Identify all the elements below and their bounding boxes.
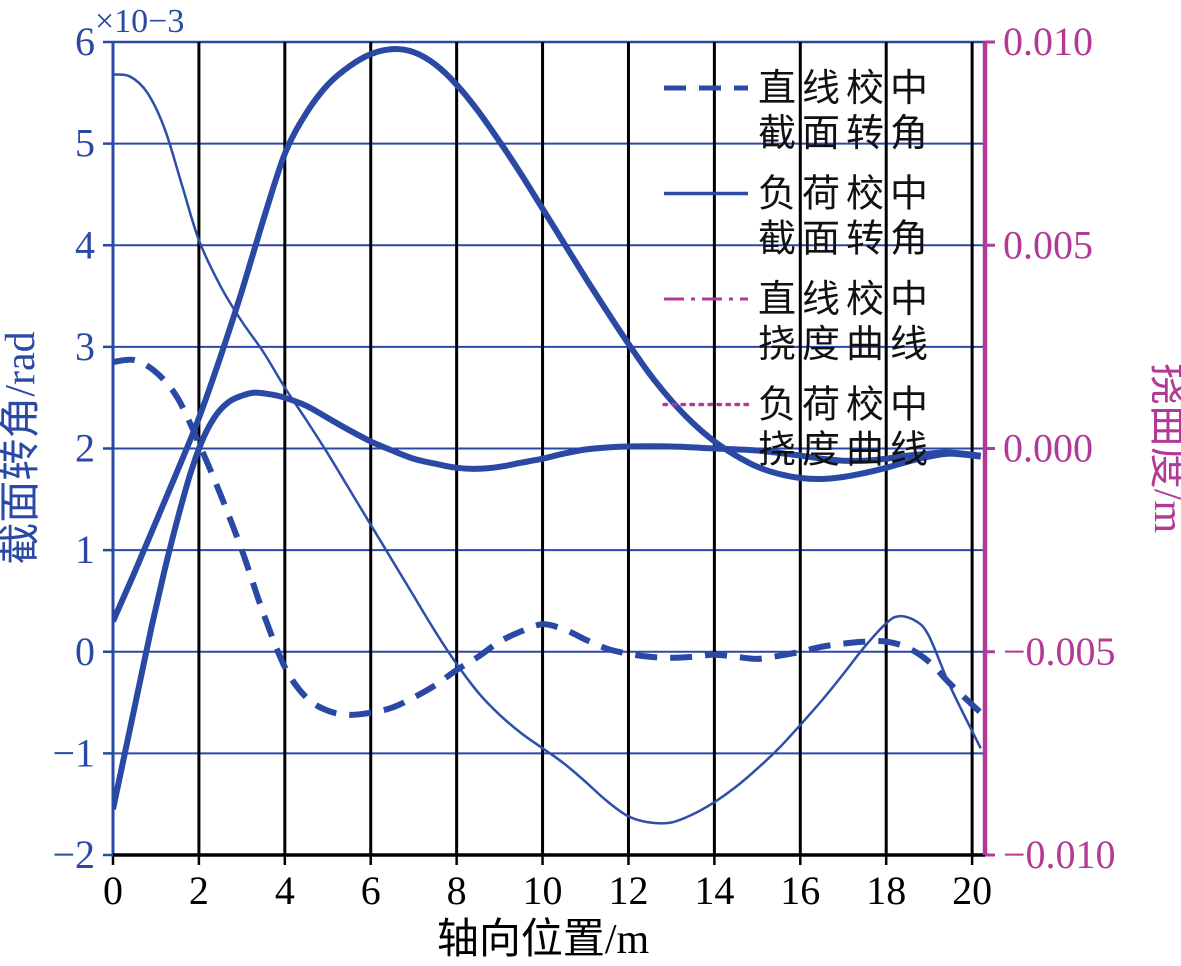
left-tick-label: 4 (75, 222, 95, 267)
right-tick-label: −0.010 (1003, 832, 1116, 877)
x-tick-label: 2 (189, 868, 209, 913)
x-tick-label: 8 (447, 868, 467, 913)
left-tick-label: −1 (52, 730, 95, 775)
right-tick-label: 0.000 (1003, 426, 1093, 471)
left-tick-label: 5 (75, 121, 95, 166)
legend-label-line1: 直线校中 (758, 68, 934, 110)
legend-label-line2: 截面转角 (758, 219, 934, 261)
x-tick-label: 18 (866, 868, 906, 913)
curve-load-deflection (113, 389, 982, 810)
x-axis-title: 轴向位置/m (437, 916, 650, 963)
right-axis-title: 挠曲度/m (1145, 363, 1181, 534)
x-tick-label: 0 (103, 868, 123, 913)
x-tick-label: 10 (523, 868, 563, 913)
left-tick-label: 6 (75, 19, 95, 64)
left-tick-label: 0 (75, 629, 95, 674)
x-tick-label: 6 (361, 868, 381, 913)
right-tick-label: −0.005 (1003, 629, 1116, 674)
legend-label-line2: 截面转角 (758, 113, 934, 155)
left-tick-label: −2 (52, 832, 95, 877)
left-axis-multiplier: ×10−3 (95, 3, 184, 40)
left-tick-label: 2 (75, 426, 95, 471)
legend-label-line2: 挠度曲线 (758, 324, 934, 366)
legend-label-line1: 直线校中 (758, 279, 934, 321)
left-tick-label: 1 (75, 527, 95, 572)
axis-ticks: 0 2 4 6 8 10 12 14 16 18 206543210−1−20.0100.0050.… (52, 19, 1115, 913)
legend-label-line2: 挠度曲线 (758, 430, 934, 472)
x-tick-label: 12 (608, 868, 648, 913)
legend-label-line1: 负荷校中 (758, 174, 934, 216)
left-tick-label: 3 (75, 324, 95, 369)
x-tick-label: 16 (780, 868, 820, 913)
curves (113, 46, 983, 825)
curve-straight-rotation (113, 356, 983, 718)
right-tick-label: 0.005 (1003, 222, 1093, 267)
x-tick-label: 20 (952, 868, 992, 913)
right-tick-label: 0.010 (1003, 19, 1093, 64)
curve-straight-deflection (113, 73, 982, 825)
x-tick-label: 14 (694, 868, 734, 913)
x-tick-label: 4 (275, 868, 295, 913)
legend-label-line1: 负荷校中 (758, 385, 934, 427)
left-axis-title: 截面转角/rad (0, 331, 44, 564)
curve-load-rotation (113, 46, 982, 623)
